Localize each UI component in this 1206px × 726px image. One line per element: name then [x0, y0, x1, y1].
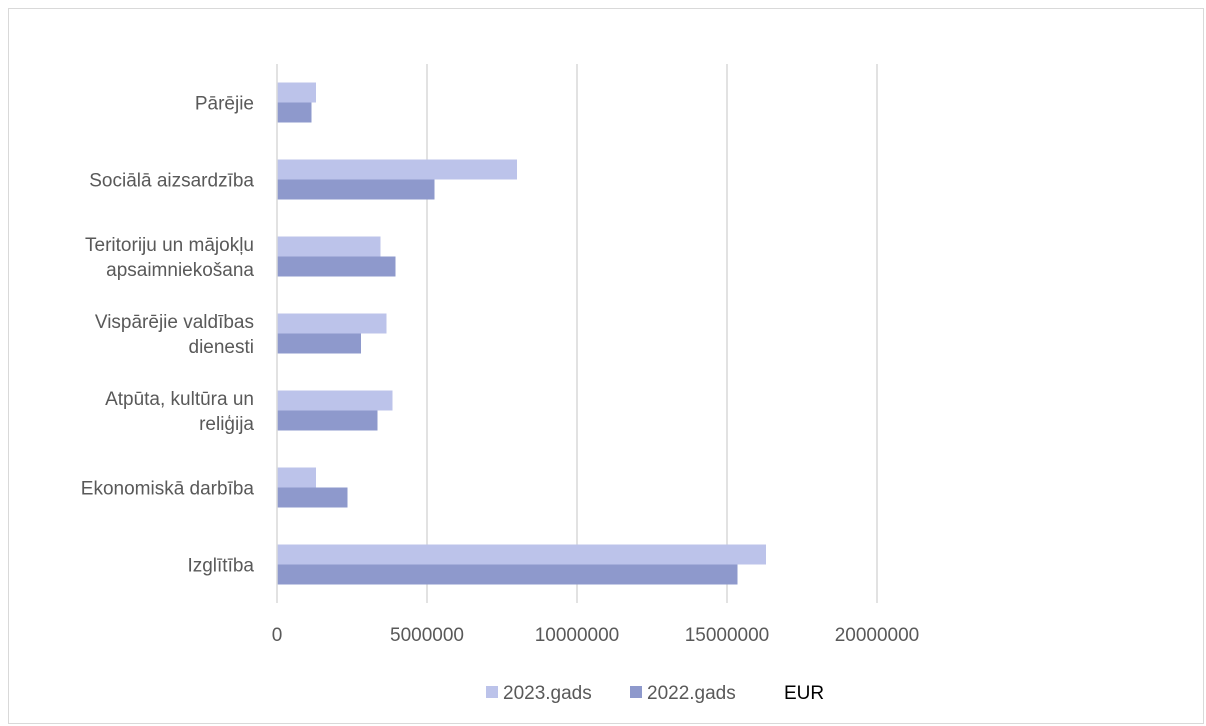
- bar-2022gads-5: [277, 179, 435, 200]
- legend-swatch-2023: [486, 686, 498, 698]
- x-tick-label: 5000000: [390, 625, 464, 646]
- bar-2023gads-0: [277, 544, 766, 565]
- x-tick-label: 10000000: [535, 625, 620, 646]
- category-label-line: Sociālā aizsardzība: [89, 171, 254, 192]
- bar-2022gads-0: [277, 564, 738, 585]
- legend-swatch-2022: [630, 686, 642, 698]
- category-label: Sociālā aizsardzība: [89, 171, 254, 192]
- legend: 2023.gads 2022.gads EUR: [486, 683, 824, 704]
- bar-2022gads-2: [277, 410, 378, 431]
- x-tick-label: 15000000: [685, 625, 770, 646]
- chart-frame: [8, 8, 1204, 724]
- category-label-line: Pārējie: [195, 94, 254, 115]
- category-label-line: apsaimniekošana: [106, 260, 254, 281]
- x-tick-label: 0: [272, 625, 283, 646]
- category-label: Ekonomiskā darbība: [81, 479, 255, 500]
- bar-2023gads-2: [277, 390, 393, 411]
- x-tick-label: 20000000: [835, 625, 920, 646]
- category-label-line: dienesti: [189, 337, 255, 358]
- category-label: Teritoriju un mājokļu apsaimniekošana: [85, 235, 254, 281]
- category-labels: Izglītība Ekonomiskā darbība Atpūta, kultū…: [81, 94, 255, 577]
- category-label: Pārējie: [195, 94, 254, 115]
- bar-2023gads-5: [277, 159, 517, 180]
- bar-2022gads-3: [277, 333, 361, 354]
- bars: [277, 82, 766, 585]
- category-label-line: Izglītība: [187, 556, 254, 577]
- bar-2023gads-3: [277, 313, 387, 334]
- category-label-line: Ekonomiskā darbība: [81, 479, 255, 500]
- bar-2023gads-6: [277, 82, 316, 103]
- category-label-line: Teritoriju un mājokļu: [85, 235, 254, 256]
- x-tick-labels: 0 5000000 10000000 15000000 20000000: [272, 625, 920, 646]
- bar-2023gads-1: [277, 467, 316, 488]
- legend-label-2023: 2023.gads: [503, 683, 592, 704]
- unit-label: EUR: [784, 683, 824, 704]
- category-label-line: Vispārējie valdības: [95, 312, 254, 333]
- category-label: Izglītība: [187, 556, 254, 577]
- gridlines: [426, 64, 878, 603]
- bar-2022gads-4: [277, 256, 396, 277]
- category-label: Atpūta, kultūra un reliģija: [105, 389, 254, 435]
- category-label-line: reliģija: [199, 414, 254, 435]
- category-label: Vispārējie valdības dienesti: [95, 312, 254, 358]
- bar-2022gads-1: [277, 487, 348, 508]
- bar-2023gads-4: [277, 236, 381, 257]
- legend-label-2022: 2022.gads: [647, 683, 736, 704]
- category-label-line: Atpūta, kultūra un: [105, 389, 254, 410]
- bar-2022gads-6: [277, 102, 312, 123]
